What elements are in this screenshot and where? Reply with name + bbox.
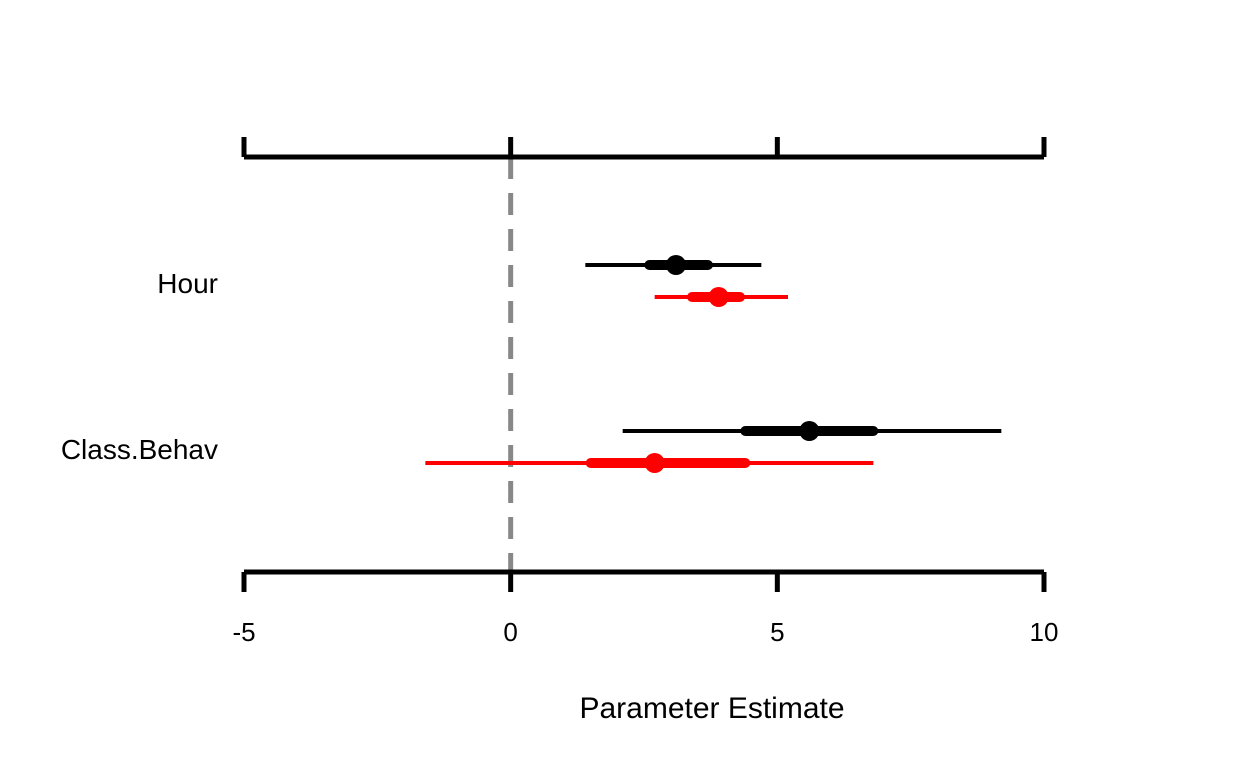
estimate-group: [622, 421, 1002, 441]
bottom-axis: [241, 569, 1047, 592]
estimate-marks: [425, 255, 1002, 473]
top-axis: [241, 137, 1047, 160]
point-estimate: [644, 453, 665, 473]
point-estimate: [799, 421, 820, 441]
estimate-group: [585, 255, 762, 275]
x-tick-label: 10: [1030, 617, 1059, 647]
x-tick-label: 0: [503, 617, 517, 647]
estimate-group: [654, 287, 788, 307]
category-label: Class.Behav: [61, 434, 218, 465]
x-axis-title: Parameter Estimate: [579, 692, 844, 725]
point-estimate: [666, 255, 686, 275]
x-tick-labels: -5 0 5 10: [232, 617, 1058, 647]
x-tick-label: 5: [770, 617, 784, 647]
x-tick-label: -5: [232, 617, 255, 647]
estimate-group: [425, 453, 874, 473]
point-estimate: [708, 287, 729, 307]
category-labels: Hour Class.Behav: [61, 268, 218, 465]
category-label: Hour: [157, 268, 218, 299]
